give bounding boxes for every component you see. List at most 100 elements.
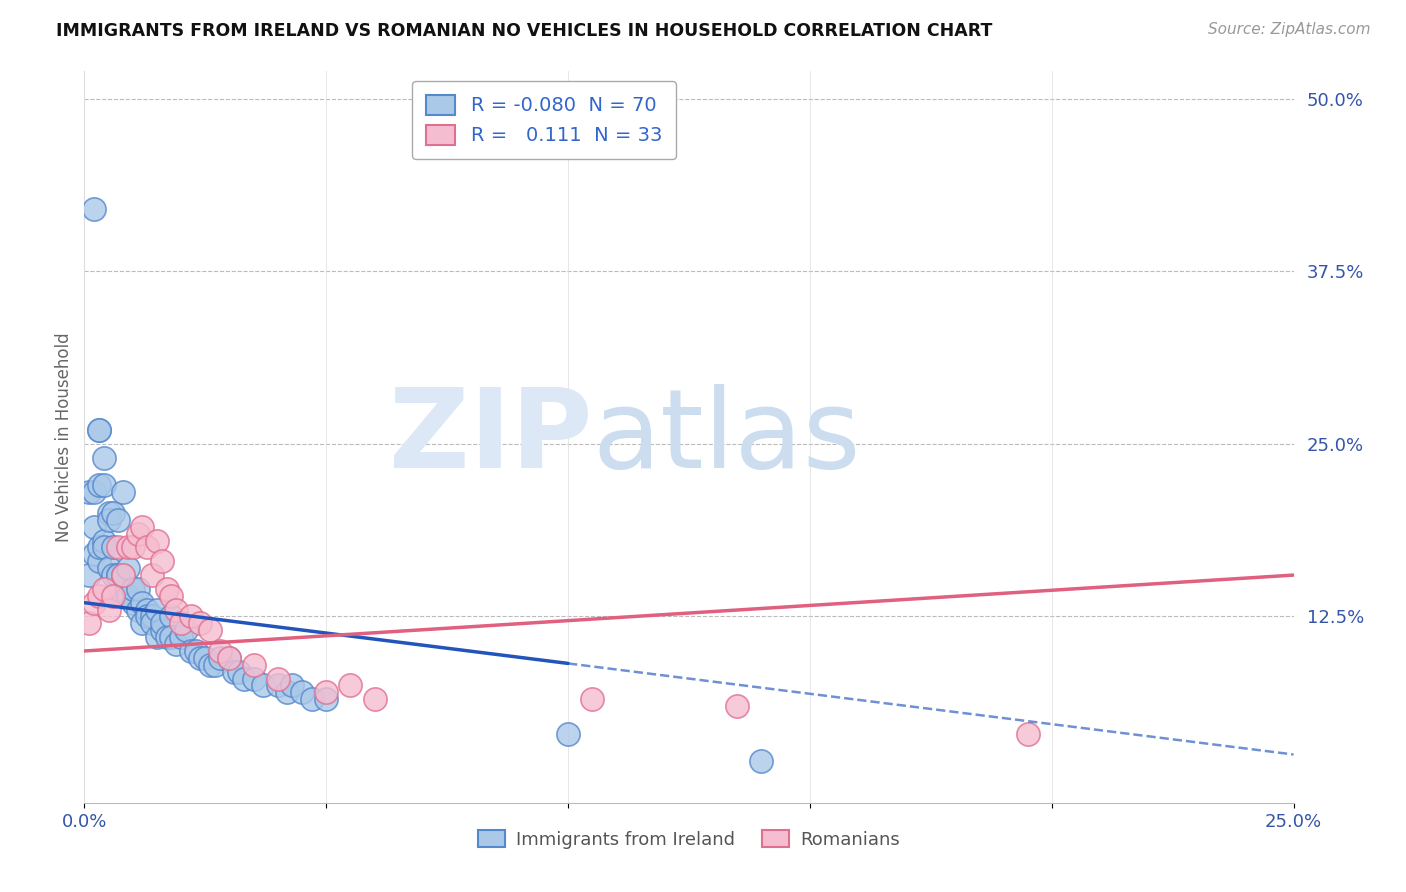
Point xyxy=(131,596,153,610)
Point xyxy=(87,423,110,437)
Point xyxy=(155,582,177,596)
Point xyxy=(131,520,153,534)
Point xyxy=(117,589,139,603)
Point xyxy=(121,582,143,596)
Point xyxy=(276,685,298,699)
Point xyxy=(218,651,240,665)
Point xyxy=(87,478,110,492)
Point xyxy=(121,541,143,555)
Point xyxy=(150,554,173,568)
Point xyxy=(77,485,100,500)
Point xyxy=(224,665,246,679)
Point xyxy=(127,582,149,596)
Point xyxy=(363,692,385,706)
Point xyxy=(339,678,361,692)
Point xyxy=(1017,727,1039,741)
Point xyxy=(107,568,129,582)
Point xyxy=(228,665,250,679)
Point xyxy=(170,616,193,631)
Point xyxy=(242,672,264,686)
Point xyxy=(751,755,773,769)
Point xyxy=(117,541,139,555)
Point xyxy=(83,202,105,217)
Point xyxy=(136,602,159,616)
Point xyxy=(136,609,159,624)
Text: Source: ZipAtlas.com: Source: ZipAtlas.com xyxy=(1208,22,1371,37)
Point xyxy=(581,692,603,706)
Point xyxy=(190,651,212,665)
Point xyxy=(165,637,187,651)
Point xyxy=(83,596,105,610)
Point xyxy=(198,624,221,638)
Point xyxy=(150,616,173,631)
Point xyxy=(301,692,323,706)
Point xyxy=(180,609,202,624)
Point xyxy=(87,423,110,437)
Point xyxy=(267,672,290,686)
Text: ZIP: ZIP xyxy=(389,384,592,491)
Point xyxy=(87,589,110,603)
Point xyxy=(97,513,120,527)
Point xyxy=(87,554,110,568)
Point xyxy=(131,616,153,631)
Point xyxy=(165,602,187,616)
Point xyxy=(112,589,135,603)
Point xyxy=(190,616,212,631)
Point xyxy=(208,651,231,665)
Point xyxy=(93,541,115,555)
Point xyxy=(150,624,173,638)
Point xyxy=(267,678,290,692)
Point xyxy=(141,609,163,624)
Point xyxy=(87,541,110,555)
Point xyxy=(127,526,149,541)
Point xyxy=(146,630,169,644)
Point xyxy=(103,568,125,582)
Y-axis label: No Vehicles in Household: No Vehicles in Household xyxy=(55,332,73,542)
Point xyxy=(252,678,274,692)
Point xyxy=(204,657,226,672)
Point xyxy=(146,602,169,616)
Point xyxy=(180,644,202,658)
Point xyxy=(103,589,125,603)
Point xyxy=(725,699,748,714)
Point xyxy=(170,630,193,644)
Legend: Immigrants from Ireland, Romanians: Immigrants from Ireland, Romanians xyxy=(471,823,907,856)
Point xyxy=(107,541,129,555)
Text: IMMIGRANTS FROM IRELAND VS ROMANIAN NO VEHICLES IN HOUSEHOLD CORRELATION CHART: IMMIGRANTS FROM IRELAND VS ROMANIAN NO V… xyxy=(56,22,993,40)
Point xyxy=(97,561,120,575)
Point xyxy=(160,609,183,624)
Point xyxy=(194,651,217,665)
Point xyxy=(557,727,579,741)
Point xyxy=(121,596,143,610)
Point xyxy=(174,624,197,638)
Point xyxy=(141,568,163,582)
Point xyxy=(93,582,115,596)
Point xyxy=(77,568,100,582)
Point xyxy=(117,561,139,575)
Point xyxy=(103,541,125,555)
Point xyxy=(83,485,105,500)
Point xyxy=(107,568,129,582)
Point xyxy=(93,450,115,465)
Point xyxy=(315,685,337,699)
Point xyxy=(127,602,149,616)
Point xyxy=(146,533,169,548)
Point xyxy=(160,589,183,603)
Point xyxy=(83,520,105,534)
Point xyxy=(112,485,135,500)
Point xyxy=(281,678,304,692)
Text: atlas: atlas xyxy=(592,384,860,491)
Point xyxy=(112,568,135,582)
Point xyxy=(184,644,207,658)
Point xyxy=(112,568,135,582)
Point xyxy=(107,513,129,527)
Point xyxy=(136,541,159,555)
Point xyxy=(233,672,256,686)
Point xyxy=(315,692,337,706)
Point xyxy=(83,548,105,562)
Point xyxy=(93,478,115,492)
Point xyxy=(97,602,120,616)
Point xyxy=(77,616,100,631)
Point xyxy=(141,616,163,631)
Point xyxy=(160,630,183,644)
